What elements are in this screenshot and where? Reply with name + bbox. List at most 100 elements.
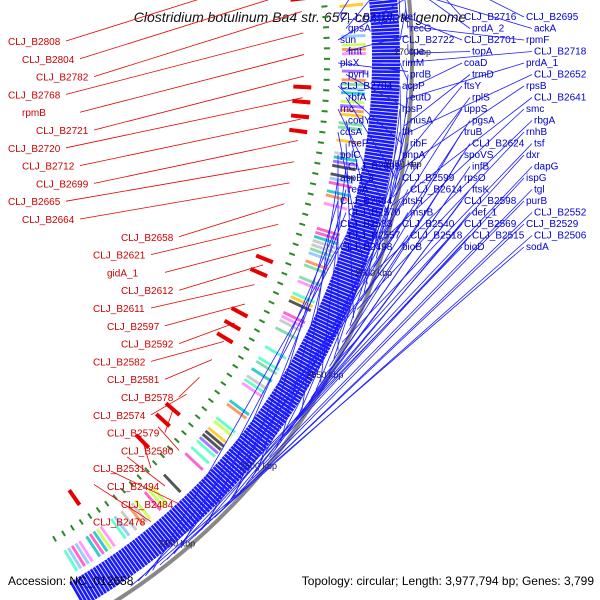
minus-strand-feature [292, 99, 311, 105]
plus-strand-feature [299, 344, 326, 360]
annotation-band [204, 429, 225, 448]
track-tick [319, 130, 326, 134]
track-tick [268, 300, 275, 305]
gene-callout-line [79, 54, 305, 113]
minus-strand-feature [255, 253, 274, 265]
minus-strand-feature [290, 113, 310, 120]
gene-callout-line [130, 246, 525, 587]
plus-strand-feature [176, 502, 198, 525]
accession-label: Accession: NC_012658 [8, 574, 134, 588]
track-tick [220, 381, 227, 387]
annotation-band [291, 291, 316, 304]
plus-strand-feature [196, 483, 218, 506]
plus-strand-feature [310, 323, 337, 338]
plus-strand-feature [328, 282, 356, 296]
gene-callout-line [337, 108, 390, 216]
gene-label-spovs: spoVS [464, 150, 494, 161]
gene-label-ptsh: ptsH [402, 196, 423, 207]
plus-strand-feature [112, 553, 131, 579]
gene-callout-line [407, 51, 471, 54]
track-tick [272, 290, 280, 296]
gene-callout-line [164, 303, 246, 327]
plus-strand-feature [78, 575, 95, 600]
track-tick [288, 252, 296, 257]
plus-strand-feature [234, 440, 259, 461]
gene-label-clj-b2557: CLJ_B2557 [348, 231, 401, 242]
plus-strand-feature [369, 107, 399, 113]
gene-label-plsx: plsX [340, 58, 360, 69]
annotation-band [70, 544, 86, 567]
minus-strand-feature [230, 306, 249, 319]
plus-strand-feature [340, 250, 368, 263]
gene-callout-line [333, 154, 401, 359]
plus-strand-feature [369, 110, 398, 117]
plus-strand-feature [371, 24, 400, 29]
plus-strand-feature [212, 466, 235, 488]
gene-label-rpmf: rpmF [526, 35, 549, 46]
gene-label-clj-b2498: CLJ_B2498 [340, 242, 393, 253]
plus-strand-feature [357, 188, 386, 197]
plus-strand-feature [259, 407, 285, 427]
gene-label-clj-b2584: CLJ_B2584 [340, 196, 393, 207]
gene-callout-line [93, 484, 152, 522]
gene-callout-line [404, 74, 471, 127]
plus-strand-feature [367, 131, 396, 138]
plus-strand-feature [273, 388, 299, 406]
gene-callout-line [383, 108, 463, 233]
minus-strand-feature [293, 84, 312, 90]
minus-strand-feature [216, 331, 234, 345]
gene-label-dxr: dxr [526, 150, 541, 161]
track-tick [104, 500, 110, 507]
annotation-band [341, 82, 366, 87]
plus-strand-feature [126, 543, 146, 568]
plus-strand-feature [323, 295, 350, 309]
plus-strand-feature [358, 184, 387, 194]
plus-strand-feature [145, 529, 165, 553]
gene-label-rpsp: rpsP [402, 104, 423, 115]
plus-strand-feature [366, 141, 395, 148]
plus-strand-feature [370, 20, 399, 26]
gene-label-clj-b2515: CLJ_B2515 [472, 231, 525, 242]
gene-label-clj-b2612: CLJ_B2612 [121, 286, 174, 297]
gene-label-biod: bioD [464, 242, 485, 253]
gene-label-acka: ackA [534, 24, 557, 35]
annotation-band [110, 518, 127, 540]
gene-callout-line [446, 0, 463, 18]
plus-strand-feature [362, 161, 391, 169]
plus-strand-feature [371, 70, 400, 74]
annotation-band [255, 359, 278, 376]
plus-strand-feature [329, 279, 357, 293]
track-tick [312, 171, 319, 176]
annotation-band [340, 99, 365, 105]
track-tick [201, 406, 208, 412]
plus-strand-feature [188, 490, 211, 513]
gene-label-eutd: eutD [410, 93, 431, 104]
gene-callout-line [315, 166, 409, 391]
gene-callout-line [394, 97, 409, 189]
annotation-band [147, 488, 166, 509]
track-tick [292, 242, 299, 247]
track-tick [69, 524, 75, 531]
plus-strand-feature [371, 80, 400, 85]
plus-strand-feature [327, 285, 355, 299]
gene-label-rpso: rpsO [464, 173, 486, 184]
gene-callout-line [257, 200, 339, 472]
plus-strand-feature [120, 547, 140, 572]
annotation-band [313, 234, 338, 246]
track-tick [78, 518, 84, 526]
gene-callout-line [93, 140, 298, 184]
plus-strand-feature [275, 385, 301, 403]
plus-strand-feature [89, 568, 108, 594]
plus-strand-feature [308, 326, 336, 341]
plus-strand-feature [118, 549, 137, 574]
track-tick [281, 271, 288, 276]
plus-strand-feature [339, 253, 367, 266]
gene-label-rbfa: rbfA [348, 93, 367, 104]
gene-callout-line [345, 34, 408, 52]
annotation-band [212, 419, 234, 438]
track-tick [214, 389, 221, 395]
plus-strand-feature [251, 418, 276, 438]
gene-label-def-1: def_1 [472, 208, 497, 219]
plus-strand-feature [230, 445, 254, 466]
